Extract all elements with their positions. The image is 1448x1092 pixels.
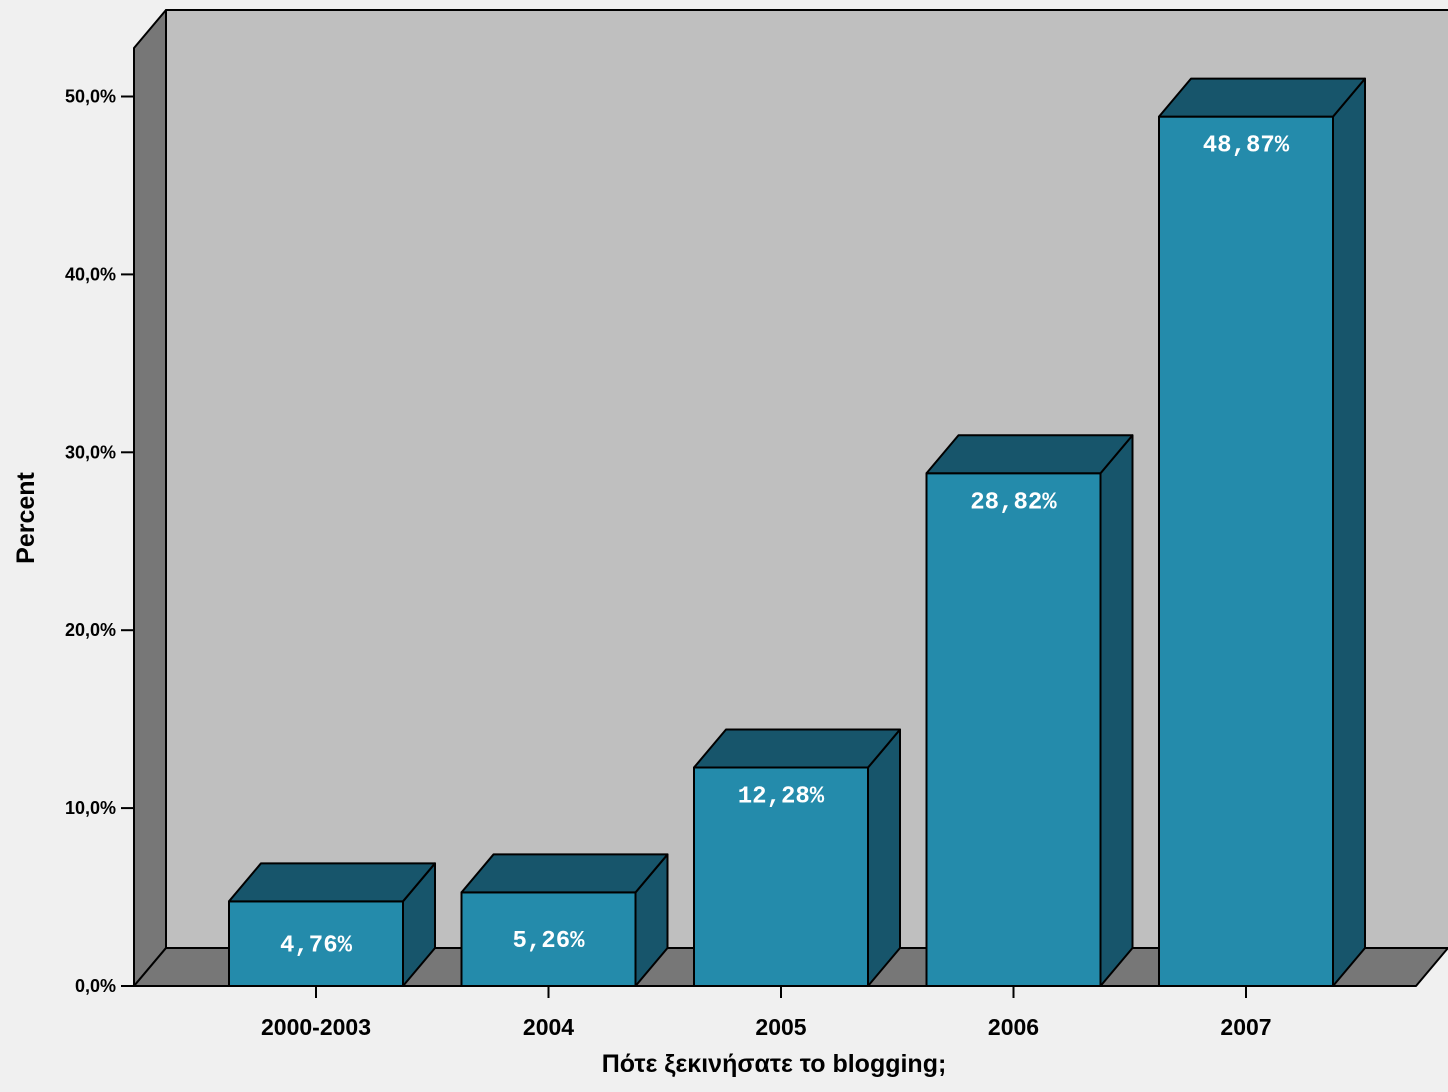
y-tick-label: 50,0% <box>65 87 116 107</box>
bar: 48,87% <box>1158 77 1366 987</box>
bar: 4,76% <box>228 862 436 987</box>
x-tick-label: 2006 <box>988 1014 1039 1040</box>
side-wall <box>133 9 167 987</box>
data-label: 48,87% <box>1203 133 1290 160</box>
bar-top <box>693 728 901 769</box>
data-label: 12,28% <box>738 784 825 811</box>
data-label: 5,26% <box>512 928 585 955</box>
data-label: 28,82% <box>970 489 1057 516</box>
bar-front <box>925 472 1102 987</box>
y-tick-label: 40,0% <box>65 264 116 284</box>
y-tick-label: 30,0% <box>65 442 116 462</box>
x-tick-label: 2000-2003 <box>261 1014 371 1040</box>
x-axis-title: Πότε ξεκινήσατε το blogging; <box>602 1050 947 1078</box>
bar-top <box>228 862 436 903</box>
data-label: 4,76% <box>280 933 353 960</box>
bar: 12,28% <box>693 728 901 987</box>
y-tick-label: 0,0% <box>75 976 116 996</box>
x-tick-label: 2007 <box>1220 1014 1271 1040</box>
bar-side <box>867 728 901 987</box>
y-tick-label: 20,0% <box>65 620 116 640</box>
bar-top <box>925 434 1134 475</box>
y-axis-title: Percent <box>12 471 40 563</box>
x-axis: 2000-2003 2004 2005 2006 2007 <box>134 985 1416 1040</box>
y-axis: 0,0% 10,0% 20,0% 30,0% 40,0% 50,0% <box>65 48 135 996</box>
bar-side <box>1332 77 1366 987</box>
bars-group: 4,76% 5,26% 12,28% 28,82% 48,87% <box>228 77 1366 987</box>
bar-side <box>1099 434 1134 987</box>
bar: 28,82% <box>925 434 1134 987</box>
bar-top <box>460 853 669 894</box>
bar-top <box>1158 77 1366 118</box>
y-tick-label: 10,0% <box>65 798 116 818</box>
bar-front <box>1158 115 1334 987</box>
x-tick-label: 2005 <box>755 1014 806 1040</box>
x-tick-label: 2004 <box>523 1014 574 1040</box>
bar: 5,26% <box>460 853 669 987</box>
